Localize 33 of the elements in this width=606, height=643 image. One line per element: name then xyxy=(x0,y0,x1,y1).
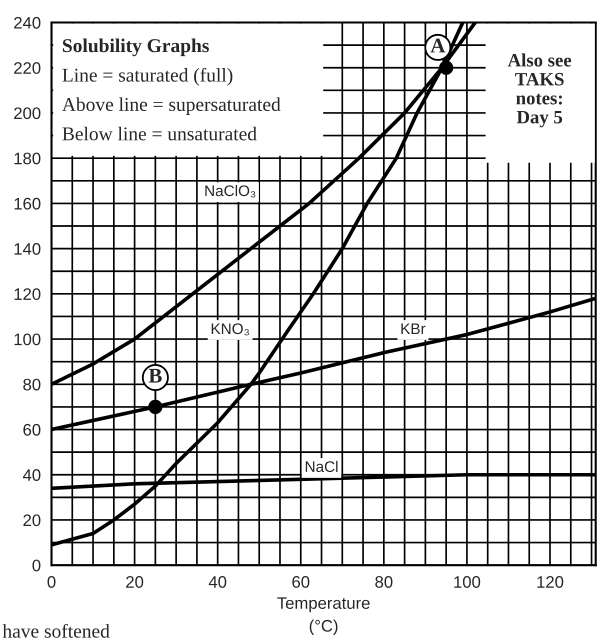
annotation: Solubility Graphs xyxy=(62,38,209,56)
x-tick-label: 40 xyxy=(208,576,226,588)
text: NaClO₃ xyxy=(205,184,256,198)
x-axis-title: Temperature (°C) xyxy=(277,597,370,636)
annotation: Also see TAKS notes: Day 5 xyxy=(508,53,572,128)
y-tick-label: 0 xyxy=(32,560,40,572)
annotation: A xyxy=(430,38,446,52)
x-tick-label: 0 xyxy=(48,576,56,588)
y-tick-label: 160 xyxy=(14,198,40,210)
text: have softened xyxy=(2,624,110,638)
annotation: Above line = supersaturated xyxy=(62,97,281,115)
y-tick-label: 140 xyxy=(14,243,40,255)
y-tick-label: 60 xyxy=(23,424,40,436)
x-tick-label: 100 xyxy=(454,576,480,588)
annotation: Below line = unsaturated xyxy=(62,126,257,140)
x-tick-label: 80 xyxy=(375,576,392,588)
annotation: B xyxy=(148,368,162,383)
y-tick-label: 100 xyxy=(14,333,40,346)
x-tick-label: 120 xyxy=(537,576,564,588)
x-tick-label: 60 xyxy=(292,576,310,588)
y-tick-label: 240 xyxy=(14,16,40,29)
annotation: Line = saturated (full) xyxy=(62,68,232,86)
y-tick-label: 200 xyxy=(14,107,40,120)
y-tick-label: 120 xyxy=(14,288,40,300)
y-tick-label: 180 xyxy=(14,152,40,164)
x-tick-label: 20 xyxy=(126,576,144,588)
series-label: NaCl xyxy=(306,460,338,472)
series-label: KBr xyxy=(401,323,426,334)
y-tick-label: 80 xyxy=(23,378,40,391)
y-tick-label: 220 xyxy=(14,62,40,74)
y-tick-label: 20 xyxy=(23,514,40,526)
y-tick-label: 40 xyxy=(22,469,40,481)
series-label: KNO₃ xyxy=(212,323,249,336)
